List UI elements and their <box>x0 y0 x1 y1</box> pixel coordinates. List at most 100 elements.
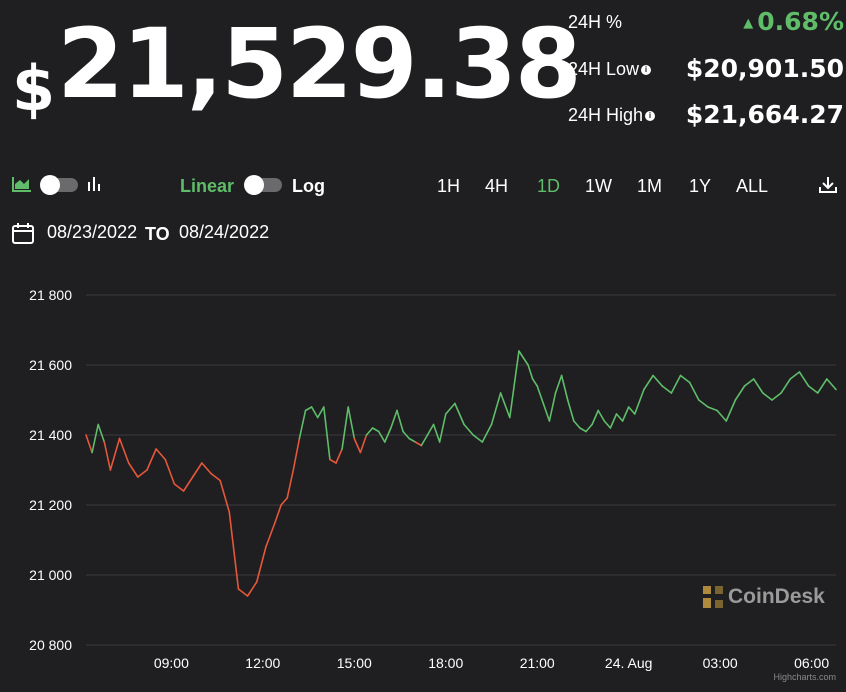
price-line-segment <box>91 423 99 454</box>
price-line-segment <box>566 399 575 422</box>
range-4h-button[interactable]: 4H <box>485 176 509 196</box>
area-chart-icon[interactable] <box>12 176 32 192</box>
price-line-segment <box>780 378 792 394</box>
x-tick-label: 15:00 <box>337 655 372 671</box>
price-line-segment <box>109 437 121 471</box>
price-line-segment <box>499 392 511 419</box>
price-line-segment <box>490 392 502 426</box>
range-1h-button[interactable]: 1H <box>437 176 461 196</box>
scale-linear-label[interactable]: Linear <box>180 176 235 196</box>
price-line-segment <box>508 350 520 419</box>
price-line-segment <box>627 406 636 415</box>
info-icon[interactable]: i <box>645 111 656 122</box>
price-line-segment <box>707 406 718 412</box>
price-line-segment <box>146 448 157 471</box>
current-price: $ 21,529.38 <box>12 8 582 125</box>
date-to-input[interactable] <box>179 222 271 243</box>
download-icon[interactable] <box>819 176 837 194</box>
price-line-segment <box>536 385 545 405</box>
price-line-segment <box>603 420 612 429</box>
chart-type-toggle[interactable] <box>40 175 78 195</box>
price-line-segment <box>173 483 185 492</box>
price-line-segment <box>573 420 581 429</box>
price-line-segment <box>329 458 337 464</box>
coindesk-logo-icon <box>703 586 723 608</box>
low-label: 24H Low i <box>568 59 652 80</box>
y-tick-label: 21 600 <box>29 357 72 373</box>
price-line-segment <box>246 581 258 597</box>
price-line-segment <box>137 469 148 478</box>
change-value: ▲ 0.68% <box>743 7 844 36</box>
coindesk-logo: CoinDesk <box>702 585 825 609</box>
range-1y-button[interactable]: 1Y <box>689 176 712 196</box>
price-line-segment <box>643 374 654 391</box>
price-line-segment <box>542 402 551 422</box>
price-line-segment <box>323 406 331 461</box>
price-line-segment <box>426 423 435 436</box>
price-line-segment <box>652 374 664 387</box>
highcharts-credit[interactable]: Highcharts.com <box>773 672 836 682</box>
price-line-segment <box>771 392 782 401</box>
calendar-icon[interactable] <box>12 222 34 244</box>
price-line-segment <box>359 434 368 454</box>
price-line-segment <box>597 409 606 422</box>
price-line-segment <box>210 472 221 482</box>
price-line-segment <box>481 423 493 443</box>
x-tick-label: 24. Aug <box>605 655 653 671</box>
price-line-segment <box>752 378 764 394</box>
price-line-segment <box>609 413 618 429</box>
price-line-segment <box>274 504 282 524</box>
price-line-segment <box>414 441 423 447</box>
price-line-segment <box>341 406 349 450</box>
info-icon[interactable]: i <box>641 65 652 76</box>
price-line-segment <box>826 378 837 391</box>
price-line-segment <box>298 409 307 440</box>
price-line-segment <box>798 371 810 387</box>
price-line-segment <box>716 409 728 422</box>
x-tick-label: 12:00 <box>245 655 280 671</box>
price-line-segment <box>554 374 563 394</box>
price-line-segment <box>191 462 203 478</box>
price-line-segment <box>280 497 289 506</box>
price-line-segment <box>698 399 709 408</box>
x-tick-label: 06:00 <box>794 655 829 671</box>
price-line-segment <box>688 381 700 401</box>
range-1d-button[interactable]: 1D <box>537 176 561 196</box>
price-line-segment <box>679 374 691 384</box>
price-line-segment <box>725 399 737 422</box>
price-line-segment <box>560 374 569 401</box>
high-value: $21,664.27 <box>685 100 844 129</box>
scale-toggle[interactable] <box>244 175 282 195</box>
toggle-knob <box>40 175 60 195</box>
x-tick-label: 21:00 <box>520 655 555 671</box>
y-tick-label: 21 000 <box>29 567 72 583</box>
price-line-segment <box>585 423 593 433</box>
price-line-segment <box>789 371 801 380</box>
range-all-button[interactable]: ALL <box>736 176 769 196</box>
candlestick-icon[interactable] <box>86 175 102 193</box>
scale-log-label[interactable]: Log <box>292 176 325 196</box>
price-line-segment <box>347 406 356 440</box>
currency-symbol: $ <box>12 52 55 125</box>
price-chart[interactable]: 20 800 21 000 21 200 21 400 21 600 21 800 09:0… <box>0 270 846 692</box>
date-to-label: TO <box>145 224 170 244</box>
price-line-segment <box>103 441 112 471</box>
price-line-segment <box>304 406 313 412</box>
price-line-segment <box>743 378 755 387</box>
y-tick-label: 21 800 <box>29 287 72 303</box>
price-line-segment <box>527 364 534 380</box>
price-line-segment <box>518 350 529 366</box>
price-line-segment <box>390 409 398 429</box>
date-from-input[interactable] <box>47 222 139 243</box>
price-line-segment <box>734 385 746 401</box>
price-line-segment <box>531 378 539 387</box>
price-line-segment <box>591 409 599 426</box>
x-tick-label: 09:00 <box>154 655 189 671</box>
range-1m-button[interactable]: 1M <box>637 176 663 196</box>
price-line-segment <box>237 588 249 597</box>
range-1w-button[interactable]: 1W <box>585 176 612 196</box>
date-range: TO <box>12 222 312 248</box>
price-line-segment <box>454 402 465 426</box>
price-line-segment <box>286 469 295 499</box>
price-value: 21,529.38 <box>57 8 582 120</box>
